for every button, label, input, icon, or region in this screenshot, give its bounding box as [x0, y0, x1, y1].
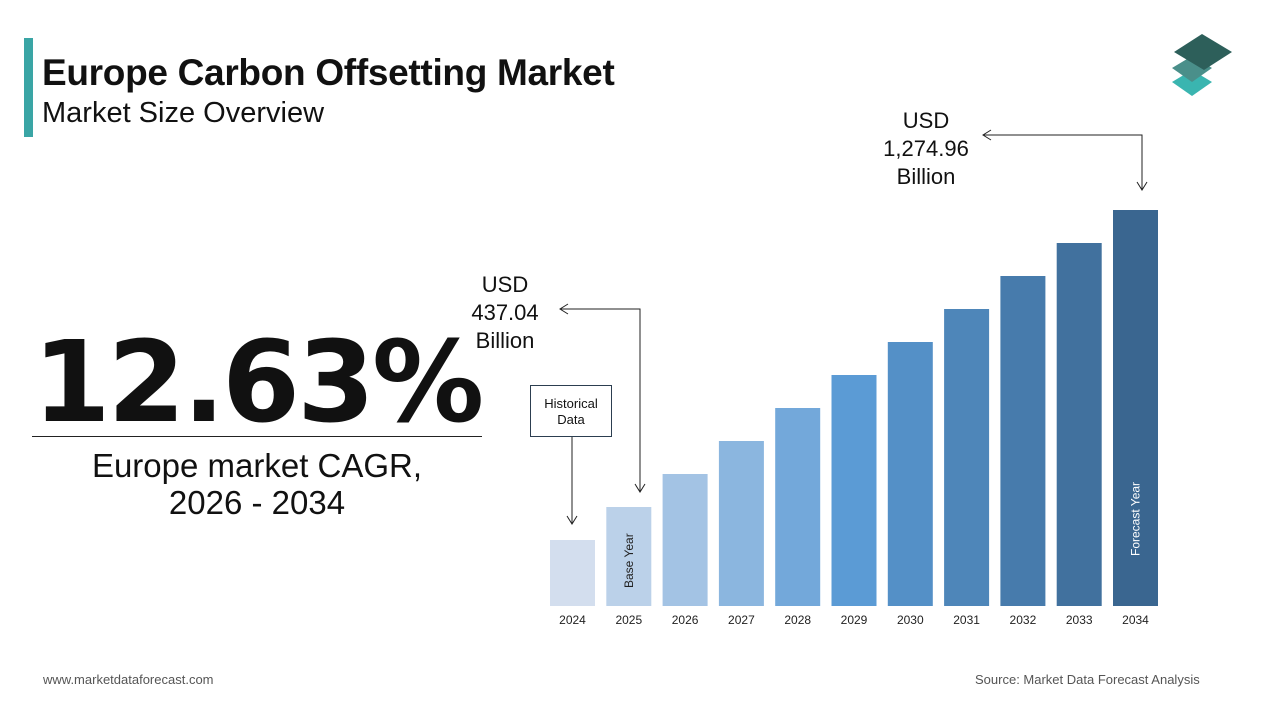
bar-2027	[718, 441, 764, 606]
x-tick-label: 2032	[1010, 613, 1037, 627]
end-arrow-head-left	[982, 129, 992, 141]
end-currency: USD	[902, 108, 950, 133]
start-unit: Billion	[475, 328, 535, 353]
end-value-annotation: USD 1,274.96 Billion	[866, 107, 986, 191]
bar-2030	[887, 342, 933, 606]
bar-2032	[1000, 276, 1046, 606]
end-unit: Billion	[896, 164, 956, 189]
bar-2031	[944, 309, 990, 606]
x-tick-label: 2034	[1122, 613, 1149, 627]
end-arrow-head-down	[1136, 181, 1148, 191]
cagr-value: 12.63%	[32, 318, 484, 448]
bar-2028	[775, 408, 821, 606]
page-title: Europe Carbon Offsetting Market	[42, 52, 615, 93]
x-tick-label: 2027	[728, 613, 755, 627]
bar-2034	[1113, 210, 1158, 606]
x-tick-label: 2028	[784, 613, 811, 627]
start-value-annotation: USD 437.04 Billion	[455, 271, 555, 355]
historical-label-1: Historical	[544, 396, 598, 411]
cagr-label: Europe market CAGR, 2026 - 2034	[32, 447, 482, 521]
x-tick-label: 2030	[897, 613, 924, 627]
historical-arrow-head	[566, 515, 578, 525]
cagr-label-line2: 2026 - 2034	[168, 484, 346, 521]
bar-2033	[1056, 243, 1102, 606]
base-year-label: Base Year	[622, 533, 636, 588]
bar-2029	[831, 375, 877, 606]
source-note: Source: Market Data Forecast Analysis	[975, 672, 1200, 687]
bar-2026	[662, 474, 708, 606]
historical-label-2: Data	[557, 412, 585, 427]
end-value: 1,274.96	[883, 136, 969, 161]
start-currency: USD	[481, 272, 529, 297]
title-accent-bar	[24, 38, 33, 137]
end-arrow-line	[983, 134, 1143, 190]
stacked-layers-icon	[1172, 34, 1232, 96]
x-tick-label: 2029	[841, 613, 868, 627]
cagr-label-line1: Europe market CAGR,	[91, 447, 423, 484]
website-link[interactable]: www.marketdataforecast.com	[43, 672, 214, 687]
start-arrow-head-left	[559, 303, 569, 315]
x-tick-label: 2026	[672, 613, 699, 627]
x-tick-label: 2024	[559, 613, 586, 627]
start-value: 437.04	[471, 300, 539, 325]
x-tick-label: 2031	[953, 613, 980, 627]
divider	[32, 436, 482, 437]
bar-2024	[550, 540, 595, 606]
x-tick-label: 2025	[615, 613, 642, 627]
forecast-year-label: Forecast Year	[1129, 482, 1143, 556]
x-tick-label: 2033	[1066, 613, 1093, 627]
start-arrow-line	[560, 308, 641, 492]
bar-2025	[606, 507, 652, 606]
start-arrow-head-down	[634, 483, 646, 493]
page-subtitle: Market Size Overview	[42, 97, 325, 129]
historical-data-box: Historical Data	[530, 385, 612, 437]
